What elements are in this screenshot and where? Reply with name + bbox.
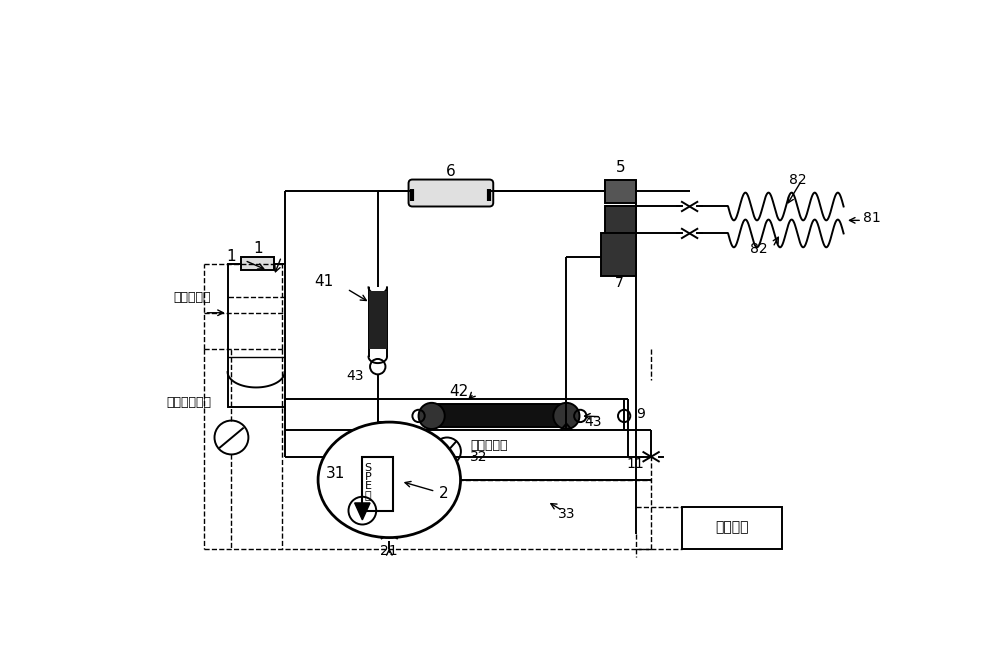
Bar [432, 404, 566, 428]
Bar [228, 264, 285, 406]
Text: 43: 43 [346, 369, 363, 383]
Text: 43: 43 [585, 415, 602, 429]
Bar [605, 207, 636, 234]
Text: 2: 2 [438, 486, 448, 501]
Text: 氢浓度传感器: 氢浓度传感器 [166, 397, 211, 409]
Text: E: E [365, 481, 372, 491]
Text: 33: 33 [558, 508, 575, 522]
Text: 11: 11 [627, 457, 645, 471]
Text: 82: 82 [750, 242, 768, 256]
Text: 9: 9 [636, 407, 645, 422]
Text: 5: 5 [615, 160, 625, 175]
Text: 控制电路: 控制电路 [715, 520, 749, 535]
Text: 81: 81 [863, 211, 881, 225]
Bar [362, 457, 393, 510]
Text: 1: 1 [254, 242, 263, 256]
Text: 31: 31 [326, 466, 345, 481]
Text: 32: 32 [470, 449, 488, 464]
Text: 1: 1 [227, 249, 236, 264]
Polygon shape [355, 503, 370, 520]
Text: 42: 42 [449, 384, 468, 399]
Text: 21: 21 [380, 544, 398, 557]
Bar [241, 257, 274, 270]
Text: P: P [365, 472, 371, 482]
Circle shape [419, 403, 445, 429]
Text: 6: 6 [446, 164, 456, 179]
Bar [682, 507, 782, 549]
Text: 液位传感器: 液位传感器 [174, 291, 211, 304]
Bar [605, 179, 636, 203]
Bar [601, 234, 636, 276]
Ellipse shape [318, 422, 461, 538]
Text: 41: 41 [314, 273, 333, 289]
Text: 82: 82 [789, 173, 806, 187]
Text: S: S [365, 463, 372, 473]
Bar [369, 291, 387, 349]
Circle shape [553, 403, 579, 429]
FancyBboxPatch shape [409, 179, 493, 207]
Text: 压力传感器: 压力传感器 [470, 439, 508, 451]
Text: 7: 7 [614, 277, 623, 291]
Text: 膜: 膜 [365, 491, 371, 500]
